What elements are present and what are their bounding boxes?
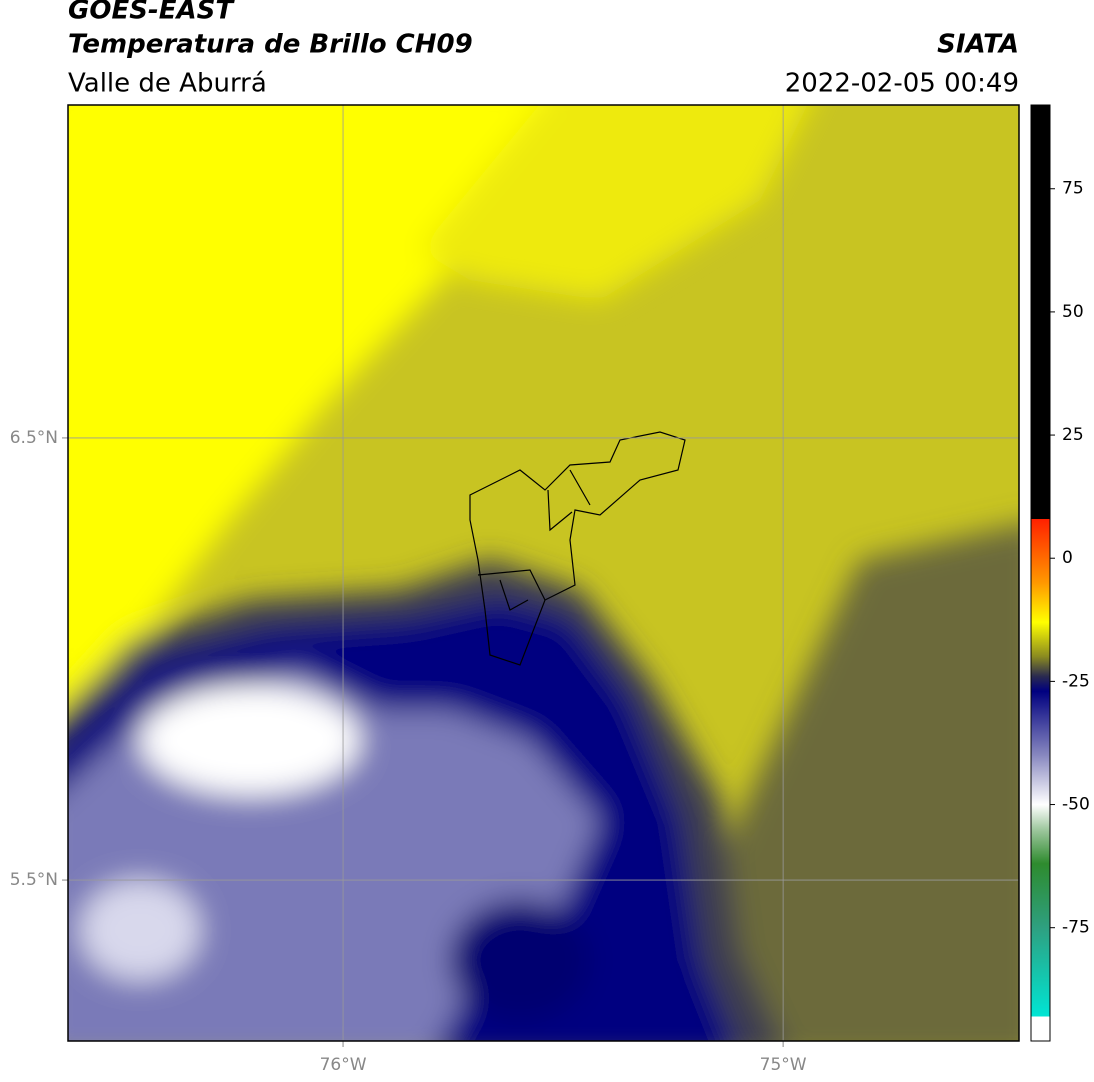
- colorbar-tick-label: 75: [1062, 179, 1084, 199]
- lon-label: 75°W: [760, 1055, 807, 1075]
- lat-label: 6.5°N: [10, 428, 58, 448]
- colorbar-tick-label: 0: [1062, 548, 1073, 568]
- source: SIATA: [937, 30, 1019, 60]
- region: Valle de Aburrá: [68, 69, 267, 99]
- municipal-boundaries: [469, 431, 686, 666]
- map-image: [68, 105, 1019, 1041]
- map-frame: [67, 104, 1020, 1042]
- colorbar-tick-label: -50: [1062, 795, 1090, 815]
- colorbar-tick-label: 25: [1062, 425, 1084, 445]
- lat-label: 5.5°N: [10, 870, 58, 890]
- colorbar-tick-label: -25: [1062, 671, 1090, 691]
- title: GOES-EAST: [68, 0, 235, 26]
- subtitle: Temperatura de Brillo CH09: [68, 30, 473, 60]
- datetime: 2022-02-05 00:49: [785, 69, 1019, 99]
- colorbar-tick-label: -75: [1062, 918, 1090, 938]
- colorbar: [1030, 104, 1051, 1042]
- colorbar-tick-label: 50: [1062, 302, 1084, 322]
- lon-label: 76°W: [320, 1055, 367, 1075]
